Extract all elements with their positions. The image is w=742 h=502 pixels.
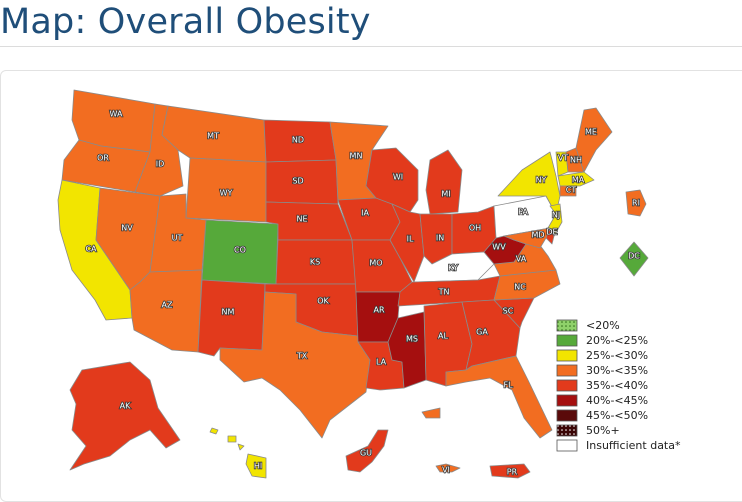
state-label: WI <box>393 173 403 182</box>
state-label: CA <box>85 245 97 254</box>
state-label: UT <box>172 234 183 243</box>
state-label: HI <box>254 462 262 471</box>
state-label: AZ <box>162 301 173 310</box>
title-divider <box>0 46 742 47</box>
state-label: NH <box>570 156 582 165</box>
state-label: GA <box>476 328 488 337</box>
state-label: DC <box>628 252 640 261</box>
state-label: MA <box>572 176 585 185</box>
legend-swatch <box>556 364 578 377</box>
state-label: VA <box>516 255 527 264</box>
state-label: ME <box>585 128 597 137</box>
state-hi[interactable] <box>209 427 267 479</box>
state-label: CT <box>566 186 577 195</box>
legend-label: 40%-<45% <box>586 394 648 407</box>
state-label: ID <box>156 160 165 169</box>
state-ma[interactable] <box>557 171 595 187</box>
state-label: NE <box>296 215 307 224</box>
state-mi[interactable] <box>425 149 463 215</box>
state-label: NV <box>121 224 133 233</box>
state-label: MI <box>441 190 450 199</box>
legend-label: 25%-<30% <box>586 349 648 362</box>
state-md[interactable] <box>503 227 551 249</box>
state-label: VT <box>558 154 568 163</box>
state-fl[interactable] <box>445 355 553 439</box>
state-fl-keys <box>421 407 441 419</box>
state-label: SD <box>292 177 303 186</box>
state-label: NC <box>514 283 526 292</box>
state-label: SC <box>503 307 514 316</box>
state-nc[interactable] <box>493 269 561 301</box>
state-label: GU <box>360 449 372 458</box>
legend-label: 50%+ <box>586 424 620 437</box>
state-label: WV <box>492 243 506 252</box>
legend-swatch <box>556 334 578 347</box>
state-label: AL <box>438 332 448 341</box>
legend-swatch <box>556 439 578 452</box>
state-az[interactable] <box>129 269 203 353</box>
state-label: IN <box>436 234 444 243</box>
state-label: VI <box>442 466 450 475</box>
state-label: RI <box>632 199 640 208</box>
state-label: MD <box>531 231 544 240</box>
state-dc-inset[interactable] <box>619 241 649 277</box>
state-ct[interactable] <box>559 185 577 197</box>
state-label: NM <box>222 308 235 317</box>
legend-label: <20% <box>586 319 620 332</box>
state-label: MS <box>406 335 418 344</box>
state-vi[interactable] <box>435 463 461 473</box>
state-label: OK <box>317 297 329 306</box>
page-title: Map: Overall Obesity <box>0 2 371 42</box>
state-label: WA <box>110 110 123 119</box>
state-label: OR <box>97 154 109 163</box>
state-label: AK <box>120 402 131 411</box>
map-legend: <20% 20%-<25% 25%-<30% 30%-<35% 35%-<40% 40%-… <box>556 319 681 452</box>
legend-label: 45%-<50% <box>586 409 648 422</box>
state-label: WY <box>220 189 233 198</box>
us-obesity-map: WA OR CA NV ID MT WY UT AZ CO NM ND SD N… <box>57 89 681 479</box>
legend-swatch <box>556 349 578 362</box>
state-label: KS <box>310 258 320 267</box>
legend-swatch <box>556 319 578 332</box>
state-ak[interactable] <box>69 361 181 471</box>
state-label: IL <box>407 235 414 244</box>
state-label: PR <box>507 468 518 477</box>
state-label: PA <box>518 208 528 217</box>
state-ky[interactable] <box>413 251 495 283</box>
state-label: ND <box>292 136 304 145</box>
legend-swatch <box>556 394 578 407</box>
state-label: IA <box>361 209 369 218</box>
state-label: MT <box>207 132 219 141</box>
state-tn[interactable] <box>397 275 501 307</box>
state-label: FL <box>503 381 513 390</box>
state-gu[interactable] <box>345 429 389 473</box>
state-label: TX <box>296 352 308 361</box>
state-pr[interactable] <box>489 463 531 479</box>
state-label: MO <box>369 259 382 268</box>
state-label: OH <box>469 224 481 233</box>
state-labels: WA OR CA NV ID MT WY UT AZ CO NM ND SD N… <box>85 109 641 478</box>
state-label: CO <box>234 246 246 255</box>
state-label: AR <box>373 306 384 315</box>
state-label: DE <box>546 228 557 237</box>
state-tx[interactable] <box>219 291 371 439</box>
state-label: KY <box>448 264 458 273</box>
legend-label: 20%-<25% <box>586 334 648 347</box>
state-label: NJ <box>552 211 560 220</box>
state-label: NY <box>536 176 547 185</box>
legend-label: Insufficient data* <box>586 439 681 452</box>
state-ne[interactable] <box>265 201 353 241</box>
state-label: MN <box>350 152 363 161</box>
legend-swatch <box>556 379 578 392</box>
legend-swatch <box>556 409 578 422</box>
state-nm[interactable] <box>197 279 266 357</box>
state-label: TN <box>438 288 450 297</box>
legend-label: 30%-<35% <box>586 364 648 377</box>
legend-label: 35%-<40% <box>586 379 648 392</box>
legend-swatch <box>556 424 578 437</box>
state-ny[interactable] <box>497 151 561 215</box>
state-label: LA <box>376 358 387 367</box>
state-ri-inset[interactable] <box>625 189 647 217</box>
